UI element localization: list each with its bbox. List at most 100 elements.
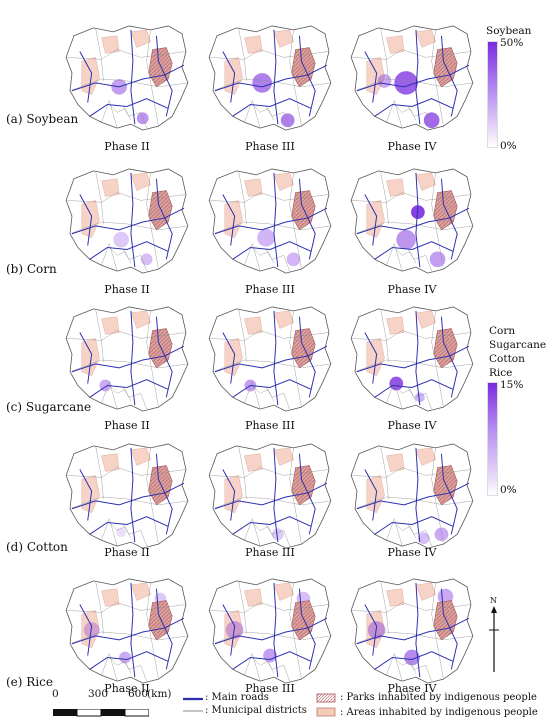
crop-share-patch: [225, 621, 244, 639]
district-line: [212, 496, 331, 509]
crop-share-patch: [417, 532, 430, 545]
district-line: [244, 652, 261, 682]
main-road: [71, 345, 185, 373]
main-road: [214, 64, 328, 92]
phase-label: Phase II: [104, 682, 150, 695]
row-label-soybean: (a) Soybean: [6, 112, 79, 126]
crop-share-patch: [404, 649, 420, 666]
map-rice-4: [347, 575, 477, 687]
district-line: [209, 467, 329, 478]
district-line: [252, 247, 275, 264]
main-road: [79, 469, 93, 521]
main-road: [79, 332, 93, 384]
district-line: [66, 602, 186, 613]
district-line: [431, 310, 444, 408]
indigenous-area: [101, 35, 120, 54]
scale-tick-600: 600: [128, 688, 149, 700]
district-line: [209, 602, 329, 613]
district-line: [265, 524, 290, 547]
main-road: [273, 310, 279, 406]
legend-title-sugarcane: Sugarcane: [489, 339, 547, 351]
main-road: [214, 207, 328, 235]
legend-title-cotton: Cotton: [489, 353, 525, 365]
map-corn-2: [62, 165, 192, 277]
main-road: [298, 453, 316, 535]
map-corn-3: [205, 165, 335, 277]
district-line: [109, 385, 132, 402]
phase-label: Phase IV: [387, 546, 437, 559]
key-parks: : Parks inhabited by indigenous people: [340, 692, 537, 703]
scale-tick-300: 300: [88, 688, 109, 700]
map-soybean-4: [347, 22, 477, 134]
district-line: [69, 496, 188, 509]
legend-title-rice: Rice: [489, 367, 513, 379]
district-line: [69, 78, 188, 91]
crop-share-patch: [286, 252, 301, 267]
district-line: [66, 49, 186, 60]
row-label-sugarcane: (c) Sugarcane: [6, 400, 92, 414]
main-road: [415, 172, 421, 268]
main-road: [222, 332, 236, 384]
main-road: [356, 482, 470, 510]
district-line: [238, 580, 247, 634]
main-road: [374, 98, 454, 117]
row-label-corn: (b) Corn: [6, 262, 57, 276]
district-line: [66, 192, 186, 203]
district-line: [212, 631, 331, 644]
map-svg: [350, 168, 474, 274]
map-svg: [65, 578, 189, 684]
north-arrow-icon: [489, 606, 499, 672]
indigenous-area: [273, 172, 294, 191]
legend-soybean-min: 0%: [500, 140, 517, 152]
district-line: [101, 99, 118, 129]
district-line: [354, 78, 473, 91]
main-road: [364, 51, 378, 103]
district-line: [209, 330, 329, 341]
district-line: [289, 310, 302, 408]
indigenous-area: [81, 610, 100, 649]
district-line: [109, 104, 132, 121]
indigenous-area: [130, 582, 151, 601]
indigenous-area: [224, 610, 243, 649]
map-svg: [208, 578, 332, 684]
district-line: [265, 106, 290, 129]
map-svg: [65, 443, 189, 549]
district-line: [101, 242, 118, 272]
map-svg: [65, 168, 189, 274]
legend-soybean-gradient: [487, 41, 498, 148]
district-line: [289, 582, 302, 680]
district-line: [95, 308, 104, 362]
district-line: [407, 659, 432, 682]
district-line: [109, 247, 132, 264]
map-svg: [208, 306, 332, 412]
main-road: [79, 604, 93, 656]
row-label-cotton: (d) Cotton: [6, 540, 68, 554]
map-svg: [350, 578, 474, 684]
indigenous-area: [81, 57, 100, 96]
district-line: [407, 524, 432, 547]
map-svg: [350, 443, 474, 549]
district-line: [238, 445, 247, 499]
main-road: [298, 35, 316, 117]
district-line: [69, 359, 188, 372]
district-line: [244, 242, 261, 272]
main-road: [232, 241, 312, 260]
indigenous-area: [224, 475, 243, 514]
main-road: [89, 98, 169, 117]
main-road: [364, 604, 378, 656]
indigenous-area: [415, 172, 436, 191]
main-road: [155, 588, 173, 670]
district-line: [95, 27, 104, 81]
indigenous-area: [81, 200, 100, 239]
phase-label: Phase IV: [387, 682, 437, 695]
row-label-rice: (e) Rice: [6, 675, 53, 689]
district-line: [380, 308, 389, 362]
district-line: [351, 602, 471, 613]
district-line: [146, 447, 159, 545]
map-soybean-3: [205, 22, 335, 134]
district-line: [238, 27, 247, 81]
district-line: [289, 447, 302, 545]
district-line: [122, 524, 147, 547]
crop-share-patch: [252, 73, 272, 93]
indigenous-area: [366, 200, 385, 239]
